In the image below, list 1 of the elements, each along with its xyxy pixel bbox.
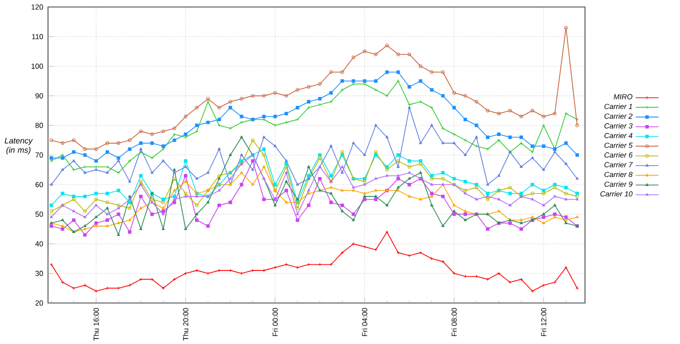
y-axis-title: Latency (in ms) [4,138,33,154]
